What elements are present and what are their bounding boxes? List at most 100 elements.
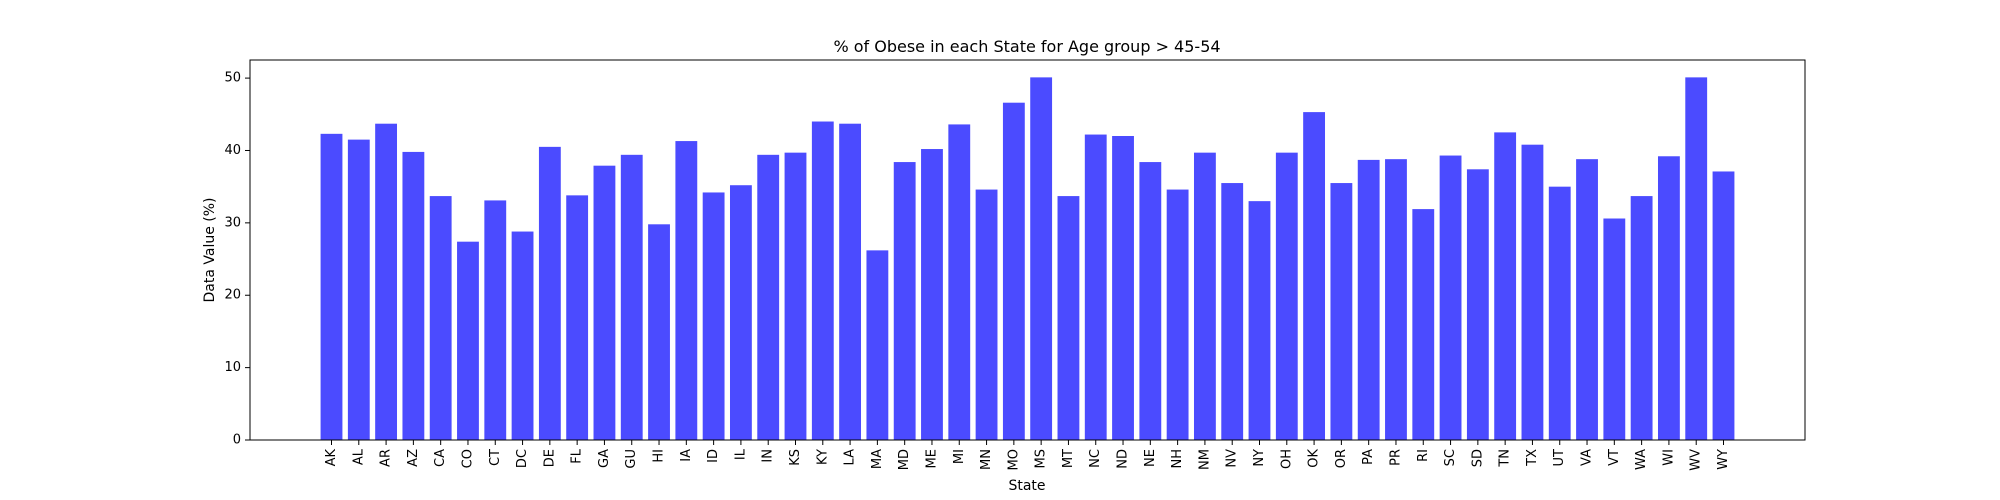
x-tick-label: MA	[870, 449, 885, 469]
bar-nc	[1084, 134, 1107, 441]
x-tick-label: LA	[843, 449, 858, 466]
bar-dc	[511, 231, 534, 440]
bar-md	[893, 162, 916, 440]
x-tick-label: AZ	[406, 449, 421, 467]
x-tick-label: GA	[597, 449, 612, 468]
x-tick-label: NE	[1143, 449, 1158, 467]
x-tick-label: UT	[1552, 449, 1567, 467]
bar-nv	[1221, 183, 1244, 441]
bar-nm	[1193, 152, 1216, 440]
x-tick-label: OR	[1334, 449, 1349, 468]
plot-frame	[249, 59, 1806, 441]
x-tick-label: AR	[379, 449, 394, 467]
bar-il	[729, 185, 752, 440]
x-tick-label: CT	[488, 449, 503, 466]
x-axis-label: State	[1008, 478, 1045, 494]
x-tick-label: DE	[542, 449, 557, 467]
x-tick-label: SC	[1443, 449, 1458, 466]
bar-wy	[1712, 171, 1735, 440]
bar-fl	[566, 195, 589, 440]
y-axis-ticks: 0 10 20 30 40 50	[224, 71, 250, 448]
bar-ky	[811, 121, 834, 441]
x-tick-label: MT	[1061, 449, 1076, 468]
bar-id	[702, 192, 725, 440]
x-tick-label: MD	[897, 449, 912, 470]
bar-me	[921, 149, 943, 440]
bar-hi	[648, 224, 670, 440]
x-tick-label: MS	[1034, 449, 1049, 468]
bar-ny	[1248, 201, 1271, 440]
bar-ut	[1548, 186, 1571, 440]
y-tick-label: 50	[224, 71, 241, 86]
x-tick-label: ME	[924, 449, 939, 468]
bar-ak	[320, 133, 343, 440]
bar-ks	[784, 152, 807, 440]
x-tick-label: FL	[570, 448, 585, 463]
bar-mi	[948, 124, 971, 441]
bar-ne	[1139, 162, 1162, 440]
bar-de	[538, 146, 561, 441]
y-tick-label: 10	[224, 360, 241, 375]
y-tick-label: 20	[224, 288, 241, 303]
x-tick-label: IN	[761, 449, 776, 463]
bar-ma	[866, 250, 889, 440]
x-tick-label: NC	[1088, 449, 1103, 468]
bar-pr	[1385, 159, 1407, 440]
x-tick-label: NY	[1252, 449, 1267, 467]
x-tick-label: WV	[1689, 449, 1704, 471]
x-tick-label: MO	[1006, 449, 1021, 470]
x-tick-label: MI	[952, 449, 967, 464]
x-tick-label: TN	[1498, 449, 1513, 468]
x-tick-label: CA	[433, 449, 448, 467]
bar-gu	[620, 154, 643, 440]
x-tick-label: AL	[351, 448, 366, 465]
x-tick-label: IA	[679, 449, 694, 462]
x-tick-label: KS	[788, 449, 803, 466]
x-tick-label: VA	[1580, 449, 1595, 466]
bar-nd	[1112, 136, 1134, 440]
bar-mn	[975, 189, 998, 440]
x-tick-label: OK	[1307, 449, 1322, 468]
bar-oh	[1275, 152, 1298, 440]
y-tick-label: 0	[233, 433, 241, 448]
bar-pa	[1357, 159, 1380, 440]
bar-va	[1576, 159, 1598, 440]
bar-mt	[1057, 196, 1080, 440]
x-tick-label: VT	[1607, 449, 1622, 466]
bar-sd	[1466, 169, 1489, 441]
x-tick-label: PA	[1361, 449, 1376, 465]
bar-ms	[1030, 77, 1053, 441]
bar-wv	[1685, 77, 1708, 441]
x-tick-label: MN	[979, 449, 994, 470]
x-tick-label: GU	[624, 449, 639, 469]
bar-wa	[1630, 196, 1653, 440]
bar-ri	[1412, 209, 1435, 440]
chart-title: % of Obese in each State for Age group >…	[833, 37, 1220, 56]
bars-group	[320, 77, 1735, 441]
x-tick-label: AK	[324, 449, 339, 467]
bar-nh	[1166, 189, 1189, 440]
y-tick-label: 40	[224, 143, 241, 158]
x-tick-label: ND	[1116, 449, 1131, 469]
x-tick-label: SD	[1470, 449, 1485, 467]
bar-al	[347, 139, 370, 440]
y-axis-label: Data Value (%)	[202, 198, 218, 303]
bar-ok	[1303, 112, 1326, 441]
y-tick-label: 30	[224, 215, 241, 230]
bar-tx	[1521, 144, 1544, 440]
bar-la	[839, 123, 862, 440]
bar-co	[457, 241, 479, 440]
bar-in	[757, 154, 780, 440]
bar-vt	[1603, 218, 1626, 440]
bar-ca	[429, 196, 452, 440]
x-tick-label: OH	[1279, 449, 1294, 469]
bar-or	[1330, 183, 1353, 441]
x-tick-label: RI	[1416, 449, 1431, 462]
x-tick-label: WI	[1661, 449, 1676, 466]
x-tick-label: WY	[1716, 449, 1731, 470]
bar-ia	[675, 141, 698, 440]
x-tick-label: NH	[1170, 449, 1185, 469]
x-tick-label: WA	[1634, 449, 1649, 470]
